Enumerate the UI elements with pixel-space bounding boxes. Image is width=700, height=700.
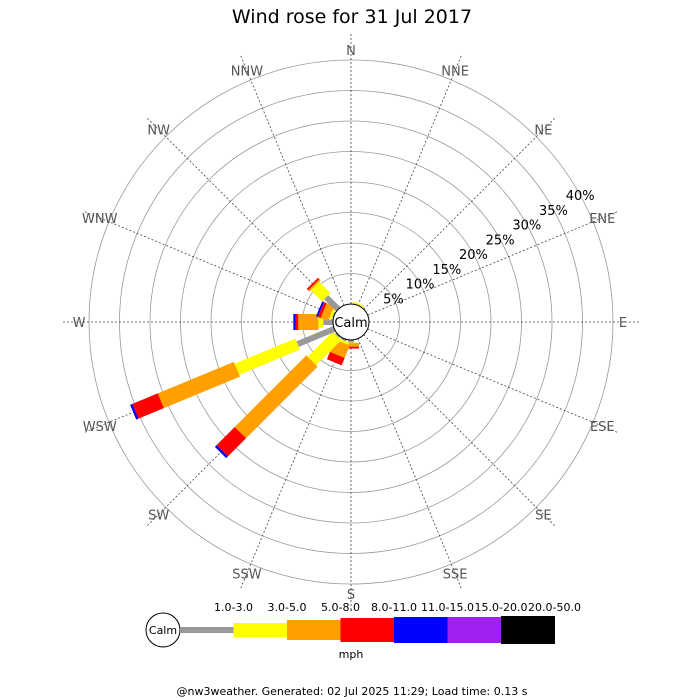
direction-label-ene: ENE [589,212,615,227]
grid-ring-3 [241,212,461,432]
direction-label-n: N [346,44,356,59]
legend-label-3.0-5.0: 3.0-5.0 [268,601,307,614]
footer-text: @nw3weather. Generated: 02 Jul 2025 11:2… [177,685,528,698]
bar-ssw-5.0-8.0 [329,339,350,359]
radial-line-ssw [239,338,345,591]
radial-line-nw [145,116,339,310]
legend-swatch-1.0-3.0 [180,627,234,633]
calm-circle-group: Calm [332,303,370,341]
legend-swatch-15.0-20.0 [447,617,502,643]
wind-bars [130,277,365,459]
bar-wnw-11.0-15.0 [316,301,324,317]
bar-nw-1.0-3.0 [324,295,341,312]
legend-swatch-11.0-15.0 [394,617,448,643]
direction-label-w: W [73,316,86,331]
bar-wsw-8.0-11.0 [132,393,164,419]
ring-label-30: 30% [512,219,541,234]
radial-line-se [363,334,557,528]
ring-label-25: 25% [486,233,515,248]
bar-sw-5.0-8.0 [234,355,318,439]
bar-sw-11.0-15.0 [214,445,228,459]
legend-label-5.0-8.0: 5.0-8.0 [321,601,360,614]
legend-swatch-8.0-11.0 [340,618,395,642]
radial-line-ene [367,210,620,316]
legend-calm-label: Calm [149,624,177,637]
chart-title: Wind rose for 31 Jul 2017 [232,6,472,28]
direction-label-ssw: SSW [232,567,262,582]
bar-ssw-3.0-5.0 [336,338,349,345]
direction-label-s: S [347,588,355,603]
ring-label-15: 15% [432,263,461,278]
direction-label-wsw: WSW [83,420,117,435]
ring-labels: 5%10%15%20%25%30%35%40% [383,189,594,308]
legend-unit-label: mph [339,648,364,661]
ring-label-40: 40% [566,189,595,204]
direction-label-nnw: NNW [231,65,263,80]
legend-label-20.0-50.0: 20.0-50.0 [528,601,581,614]
legend-swatch-20.0-50.0 [501,616,555,644]
radial-line-ese [367,328,620,434]
direction-label-nw: NW [147,124,170,139]
ring-label-10: 10% [406,278,435,293]
ring-label-35: 35% [539,204,568,219]
bar-nw-5.0-8.0 [308,279,321,292]
direction-label-wnw: WNW [82,212,118,227]
legend: Calm 1.0-3.0 3.0-5.0 5.0-8.0 8.0-11.0 11.0-15… [145,601,581,661]
bar-nw-8.0-11.0 [306,277,320,291]
direction-label-nne: NNE [441,65,469,80]
bar-wnw-5.0-8.0 [320,303,335,322]
bar-wsw-5.0-8.0 [157,361,240,409]
direction-label-ne: NE [534,124,552,139]
bar-wsw-11.0-15.0 [130,403,139,420]
direction-label-sw: SW [148,508,169,523]
legend-swatch-5.0-8.0 [287,620,341,640]
legend-label-11.0-15.0: 11.0-15.0 [421,601,474,614]
bar-ssw-8.0-11.0 [326,351,345,366]
radial-line-wnw [82,210,335,316]
bar-wsw-3.0-5.0 [234,338,301,375]
direction-label-sse: SSE [443,567,468,582]
calm-circle [332,303,370,341]
bar-wnw-3.0-5.0 [328,308,336,321]
radial-line-sse [357,338,463,591]
calm-label: Calm [334,316,367,331]
direction-label-e: E [619,316,627,331]
direction-label-ese: ESE [590,420,615,435]
bar-sw-3.0-5.0 [307,331,342,366]
ring-label-5: 5% [383,292,404,307]
legend-label-1.0-3.0: 1.0-3.0 [214,601,253,614]
bar-wsw-1.0-3.0 [296,326,336,347]
grid-ring-6 [149,120,553,524]
radial-line-nnw [239,53,345,306]
legend-label-8.0-11.0: 8.0-11.0 [371,601,417,614]
direction-labels: N NNE NE ENE E ESE SE SSE S SSW SW WSW W WNW NW NNW [73,44,628,603]
bar-wnw-8.0-11.0 [317,302,327,319]
legend-label-15.0-20.0: 15.0-20.0 [475,601,528,614]
bar-sw-8.0-11.0 [216,426,247,457]
radial-line-nne [357,53,463,306]
legend-swatch-3.0-5.0 [233,623,288,637]
radial-line-ne [363,116,557,310]
ring-label-20: 20% [459,248,488,263]
bar-nw-3.0-5.0 [310,281,331,302]
direction-label-se: SE [535,508,551,523]
